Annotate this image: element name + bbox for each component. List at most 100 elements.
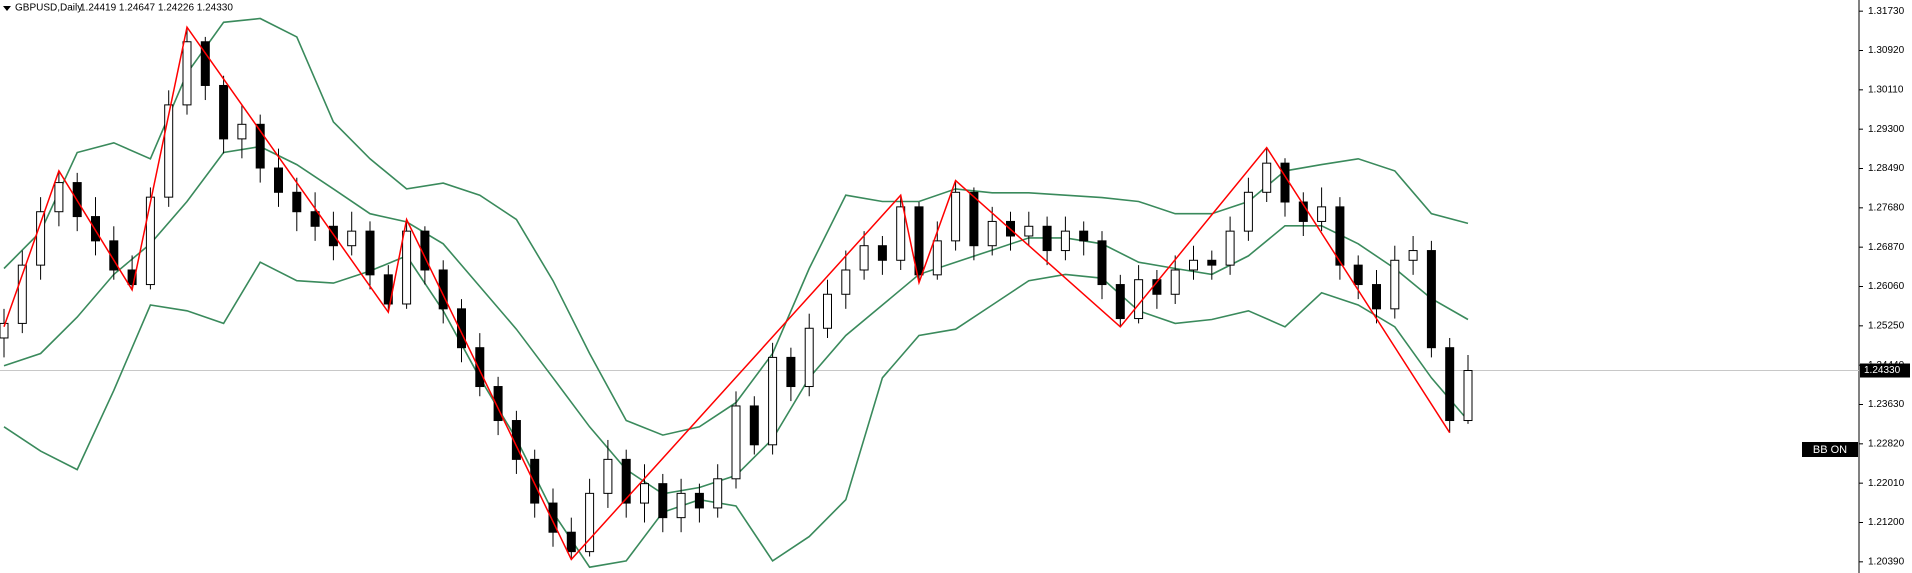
candle-body (621, 458, 631, 504)
candle-body (1445, 347, 1455, 422)
candle-body (1372, 284, 1381, 310)
candle-body (91, 216, 100, 242)
candle-body (603, 458, 613, 494)
candle-body (987, 220, 997, 247)
candle-body (347, 230, 357, 247)
candle-body (896, 206, 906, 261)
candle-body (0, 322, 9, 339)
y-tick-label: 1.25250 (1868, 320, 1905, 331)
bb-button-bg[interactable] (1802, 442, 1858, 457)
candle-body (1134, 279, 1144, 320)
bollinger-band (3, 254, 1469, 569)
candle-body (676, 492, 686, 519)
candle-body (951, 191, 961, 242)
candle-body (1463, 370, 1473, 422)
candle-body (859, 245, 869, 271)
candle-body (438, 269, 448, 310)
candle-body (1225, 230, 1235, 266)
candle-body (36, 211, 46, 266)
header-values: 1.24419 1.24647 1.24226 1.24330 (80, 3, 233, 14)
candle-body (713, 478, 723, 509)
candle-body (548, 502, 558, 533)
candle-body (1353, 264, 1363, 286)
candle-body (475, 347, 485, 388)
candle-body (585, 492, 595, 553)
symbol: GBPUSD,Daily (15, 3, 82, 14)
candle-body (493, 386, 503, 422)
candle-body (1390, 259, 1400, 310)
candle-body (457, 308, 466, 349)
candle-body (54, 182, 64, 213)
candle-body (127, 269, 137, 286)
candle-body (1042, 225, 1052, 252)
candle-body (1115, 284, 1125, 320)
candle-body (219, 84, 229, 140)
candle-body (1335, 206, 1345, 266)
candle-body (1097, 240, 1107, 286)
candle-body (530, 458, 540, 504)
candle-body (1280, 162, 1290, 203)
y-tick-label: 1.23630 (1868, 399, 1905, 410)
candle-body (1426, 250, 1436, 349)
bb-button[interactable]: BB ON (1813, 444, 1847, 456)
y-tick-label: 1.20390 (1868, 556, 1905, 567)
candle-body (694, 492, 704, 509)
candle-body (164, 104, 174, 198)
candle-body (932, 240, 942, 276)
candle-body (566, 531, 576, 553)
candle-body (182, 41, 192, 106)
candle-body (109, 240, 119, 271)
candle-body (200, 41, 210, 86)
candle-body (1189, 259, 1198, 271)
candle-body (145, 196, 155, 286)
menu-arrow[interactable] (3, 6, 11, 11)
candle-body (658, 483, 668, 519)
y-tick-label: 1.21200 (1868, 517, 1905, 528)
candle-body (365, 230, 375, 276)
candle-body (786, 356, 796, 388)
candle-body (17, 264, 27, 324)
candle-body (310, 211, 320, 227)
y-tick-label: 1.31730 (1868, 6, 1905, 17)
candle-body (1060, 230, 1070, 252)
candle-body (969, 191, 979, 247)
candle-body (731, 405, 741, 480)
candle-body (640, 483, 649, 504)
candle-body (1170, 269, 1180, 295)
y-tick-label: 1.29300 (1868, 124, 1905, 135)
candle-body (768, 356, 778, 446)
y-tick-label: 1.26870 (1868, 242, 1905, 253)
y-tick-label: 1.30920 (1868, 45, 1905, 56)
y-tick-label: 1.26060 (1868, 281, 1905, 292)
zigzag (3, 25, 1451, 561)
candle-body (255, 123, 265, 169)
candle-body (1079, 230, 1089, 242)
y-tick-label: 1.30110 (1868, 84, 1904, 95)
candle-body (823, 293, 832, 329)
candle-body (1408, 250, 1418, 261)
candle-body (914, 206, 924, 276)
candle-body (292, 191, 302, 213)
candle-body (749, 405, 759, 446)
candle-body (1262, 162, 1272, 193)
candle-body (877, 245, 887, 261)
candle-body (328, 225, 338, 247)
candle-body (1024, 225, 1034, 237)
candle-body (402, 230, 412, 305)
candle-body (1243, 191, 1253, 232)
candle-body (511, 420, 521, 460)
y-tick-label: 1.28490 (1868, 163, 1905, 174)
candle-body (1207, 259, 1217, 266)
last-price-box (1860, 363, 1910, 378)
candle-body (1317, 206, 1327, 222)
candle-body (804, 327, 814, 388)
candle-body (841, 269, 851, 295)
candle-body (274, 167, 283, 193)
y-tick-label: 1.27680 (1868, 202, 1905, 213)
y-tick-label: 1.22820 (1868, 438, 1905, 449)
y-tick-label: 1.22010 (1868, 478, 1905, 489)
last-price-label: 1.24330 (1864, 365, 1901, 376)
